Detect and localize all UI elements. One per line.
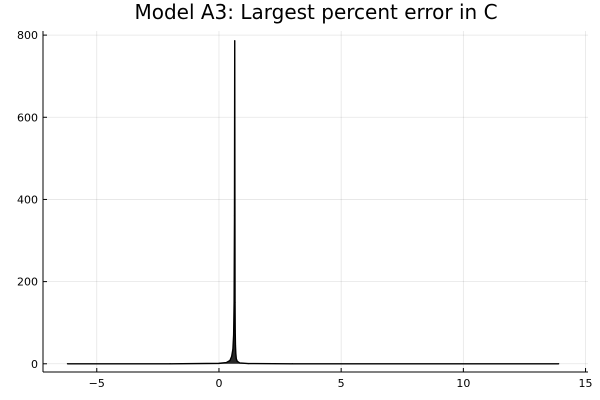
data-point — [233, 301, 235, 303]
data-point — [234, 190, 236, 192]
plot-frame — [42, 31, 588, 373]
data-point — [236, 360, 238, 362]
x-axis: −5 0 5 10 15 — [89, 368, 593, 390]
data-point — [235, 358, 237, 360]
data-point — [234, 344, 237, 346]
y-tick-label: 600 — [17, 111, 38, 124]
y-tick-label: 200 — [17, 276, 38, 289]
y-tick-label: 800 — [17, 29, 38, 42]
data-point — [218, 362, 220, 364]
x-tick-label: −5 — [89, 377, 105, 390]
data-point — [229, 359, 231, 362]
grid — [43, 31, 588, 372]
data-point — [234, 40, 236, 42]
data-point — [225, 361, 227, 364]
data-point — [234, 330, 236, 332]
data-point — [558, 363, 560, 365]
data-point — [233, 215, 236, 217]
x-tick-label: 15 — [579, 377, 593, 390]
data-point — [233, 334, 235, 336]
data-point — [235, 352, 237, 355]
series-layer — [66, 40, 560, 365]
x-tick-label: 10 — [456, 377, 470, 390]
data-point — [231, 355, 233, 357]
data-point — [234, 301, 236, 303]
series-fill — [67, 40, 559, 364]
chart-title: Model A3: Largest percent error in C — [134, 0, 497, 24]
x-tick-label: 5 — [338, 377, 345, 390]
data-point — [169, 363, 171, 365]
data-point — [232, 348, 234, 351]
y-axis: 0 200 400 600 800 — [17, 29, 47, 371]
data-point — [247, 362, 249, 365]
x-tick-label: 0 — [215, 377, 222, 390]
series-line — [67, 40, 559, 365]
data-point — [66, 363, 69, 365]
data-point — [239, 362, 241, 364]
data-point — [291, 363, 293, 365]
y-tick-label: 0 — [31, 358, 38, 371]
series-group — [66, 40, 560, 365]
y-tick-label: 400 — [17, 193, 38, 206]
